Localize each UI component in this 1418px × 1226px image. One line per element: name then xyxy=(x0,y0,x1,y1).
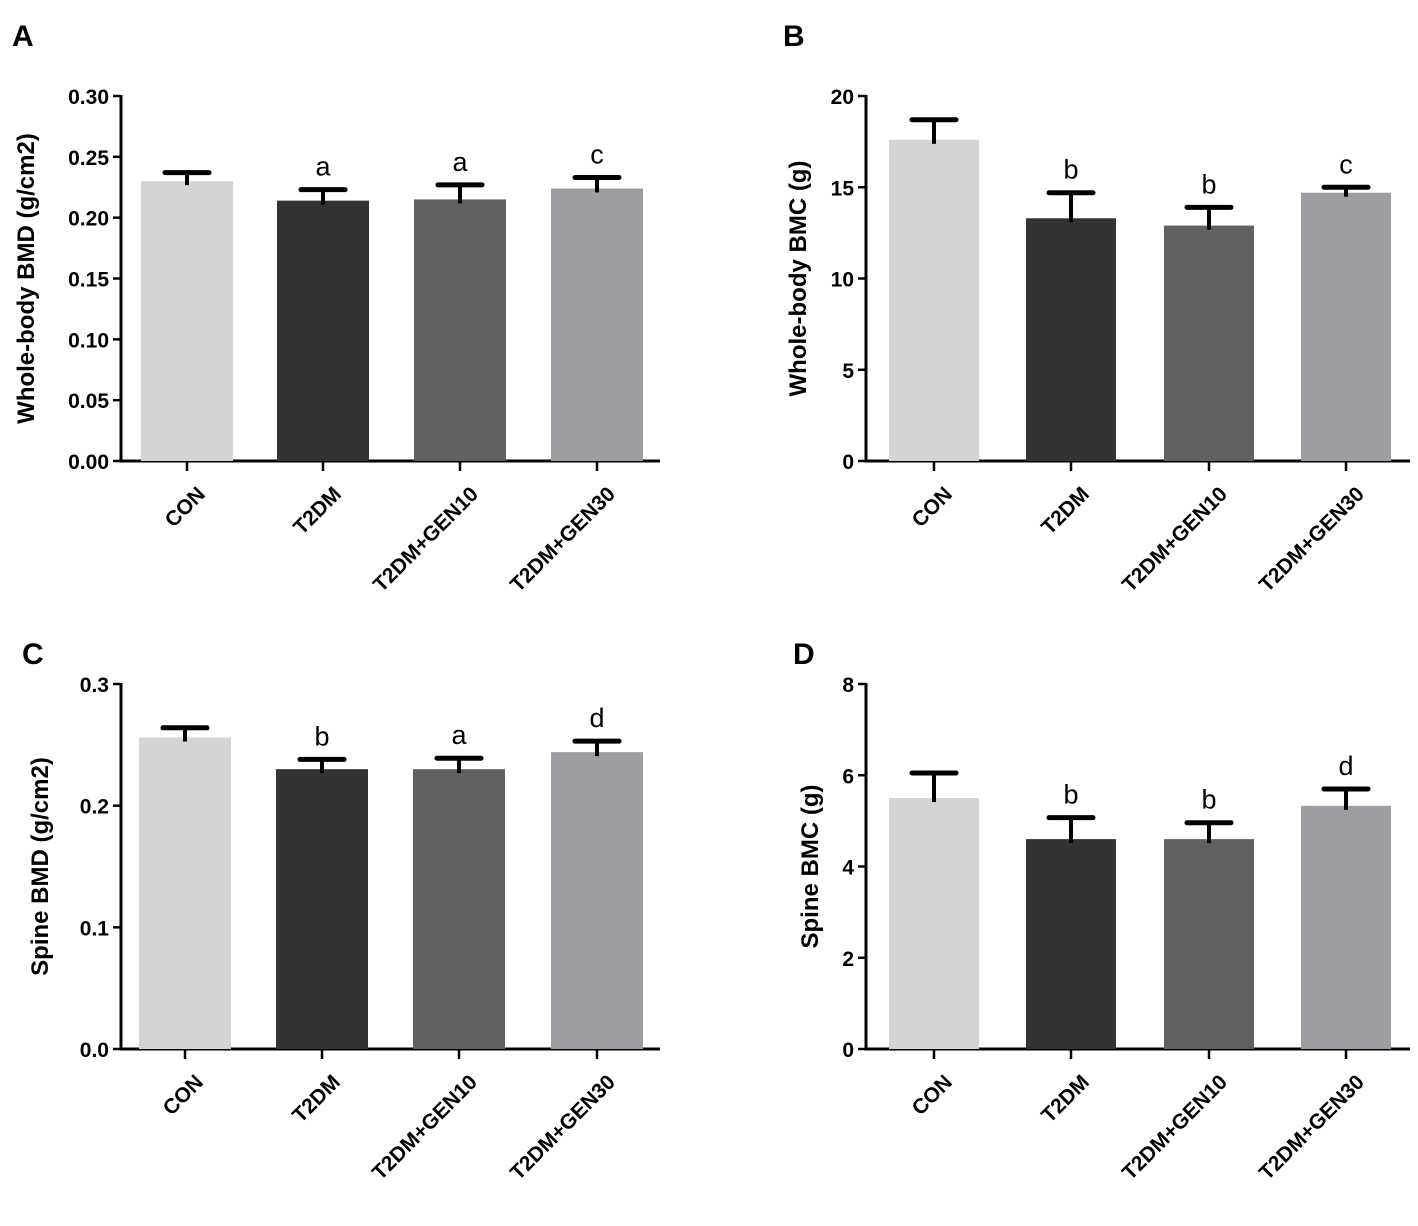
x-category-label: T2DM xyxy=(1037,1071,1094,1128)
bar-t2dm-gen10 xyxy=(414,199,506,461)
y-tick-label: 0.15 xyxy=(68,269,109,292)
y-tick-label: 0.20 xyxy=(68,208,109,231)
x-category-label: CON xyxy=(159,1071,208,1120)
bar-t2dm xyxy=(276,769,368,1049)
y-tick-label: 0.30 xyxy=(68,86,109,109)
x-category-label: T2DM+GEN30 xyxy=(506,1071,620,1185)
x-category-label: T2DM xyxy=(288,1071,345,1128)
significance-label: b xyxy=(1201,169,1216,199)
bar-t2dm xyxy=(277,200,369,461)
x-category-label: CON xyxy=(908,1071,957,1120)
y-axis-title: Whole-body BMD (g/cm2) xyxy=(13,133,40,424)
y-tick-label: 8 xyxy=(842,674,854,697)
significance-label: d xyxy=(589,703,604,733)
y-tick-label: 2 xyxy=(842,948,854,971)
y-tick-label: 20 xyxy=(831,86,854,109)
panel-letter: A xyxy=(12,20,34,53)
y-tick-label: 0.1 xyxy=(80,917,110,940)
x-category-label: T2DM+GEN30 xyxy=(506,483,620,597)
y-tick-label: 6 xyxy=(842,765,854,788)
bar-t2dm-gen30 xyxy=(551,188,643,461)
x-category-label: T2DM xyxy=(1037,483,1094,540)
panel-letter: D xyxy=(793,638,815,671)
y-tick-label: 0.0 xyxy=(80,1039,109,1062)
y-tick-label: 4 xyxy=(842,857,854,880)
significance-label: a xyxy=(315,152,331,182)
bar-con xyxy=(139,737,231,1049)
y-tick-label: 0.25 xyxy=(68,147,109,170)
significance-label: b xyxy=(314,721,329,751)
significance-label: b xyxy=(1063,155,1078,185)
significance-label: c xyxy=(590,140,604,170)
significance-label: d xyxy=(1338,751,1353,781)
x-category-label: CON xyxy=(161,483,210,532)
y-tick-label: 5 xyxy=(842,360,854,383)
bar-t2dm xyxy=(1026,839,1116,1049)
y-tick-label: 0 xyxy=(842,451,854,474)
bar-t2dm xyxy=(1026,218,1116,461)
panel-b: B 0 5 10 15 20 Whole-body BMC (g) CON b T2DM b T2DM… xyxy=(783,20,1410,597)
y-tick-label: 15 xyxy=(831,177,855,200)
x-category-label: T2DM xyxy=(289,483,346,540)
bar-t2dm-gen10 xyxy=(1164,839,1254,1049)
significance-label: a xyxy=(451,720,467,750)
y-axis-title: Spine BMD (g/cm2) xyxy=(27,757,54,976)
panel-a: A 0.00 0.05 0.10 0.15 0.20 0.25 0.30 Whole-body … xyxy=(12,20,660,597)
bar-con xyxy=(889,139,979,462)
bar-t2dm-gen10 xyxy=(1164,225,1254,461)
y-tick-label: 10 xyxy=(831,269,854,292)
bar-con xyxy=(889,798,979,1049)
bar-t2dm-gen10 xyxy=(413,769,505,1049)
y-tick-label: 0 xyxy=(842,1039,854,1062)
bar-con xyxy=(141,181,233,461)
x-category-label: T2DM+GEN10 xyxy=(1118,483,1232,597)
panel-d: D 0 2 4 6 8 Spine BMC (g) CON b T2DM b T2DM+GEN10 d T… xyxy=(793,638,1410,1185)
x-category-label: T2DM+GEN10 xyxy=(1118,1071,1232,1185)
significance-label: b xyxy=(1063,780,1078,810)
x-category-label: T2DM+GEN10 xyxy=(369,483,483,597)
y-tick-label: 0.10 xyxy=(68,329,109,352)
significance-label: b xyxy=(1201,785,1216,815)
panel-letter: C xyxy=(22,638,44,671)
panel-letter: B xyxy=(783,20,805,53)
panel-c: C 0.0 0.1 0.2 0.3 Spine BMD (g/cm2) CON b T2DM a T… xyxy=(22,638,660,1185)
y-axis-title: Spine BMC (g) xyxy=(797,785,824,949)
significance-label: a xyxy=(452,147,468,177)
y-tick-label: 0.2 xyxy=(80,796,109,819)
x-category-label: CON xyxy=(908,483,957,532)
bar-t2dm-gen30 xyxy=(551,752,643,1049)
x-category-label: T2DM+GEN30 xyxy=(1255,1071,1369,1185)
bar-t2dm-gen30 xyxy=(1301,805,1391,1049)
bar-t2dm-gen30 xyxy=(1301,192,1391,461)
x-category-label: T2DM+GEN30 xyxy=(1255,483,1369,597)
y-tick-label: 0.05 xyxy=(68,390,109,413)
y-tick-label: 0.3 xyxy=(80,674,109,697)
y-axis-title: Whole-body BMC (g) xyxy=(785,161,812,397)
x-category-label: T2DM+GEN10 xyxy=(368,1071,482,1185)
significance-label: c xyxy=(1339,149,1353,179)
y-tick-label: 0.00 xyxy=(68,451,109,474)
